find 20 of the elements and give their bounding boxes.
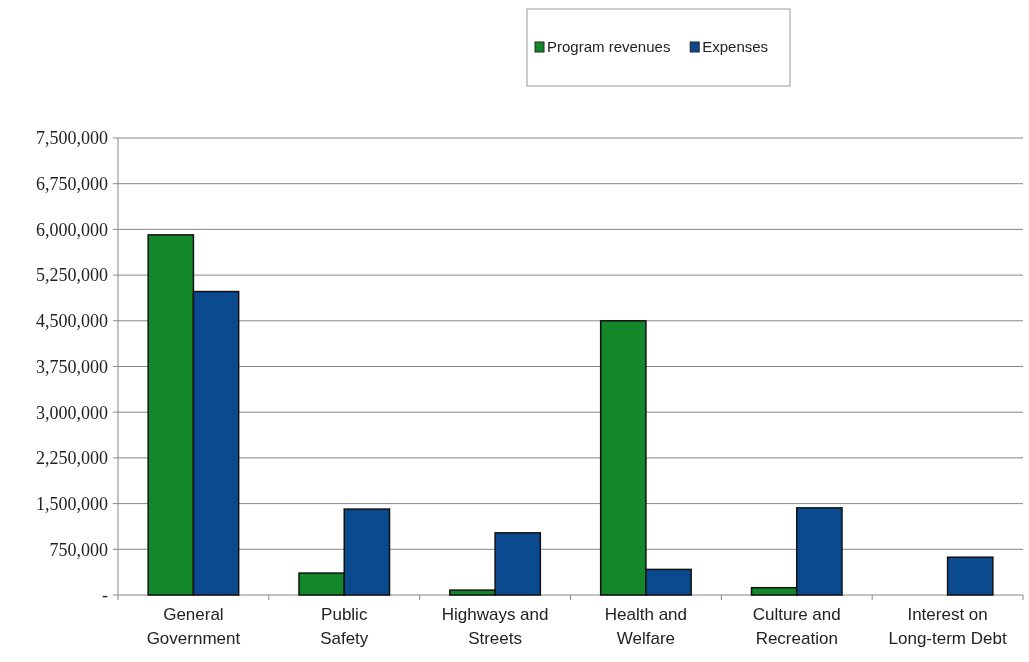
y-tick-label: 3,000,000 [36, 402, 108, 423]
x-tick-label: Culture and Recreation [752, 605, 841, 648]
y-tick-label: - [102, 585, 108, 606]
y-tick-label: 2,250,000 [36, 448, 108, 469]
x-tick-label: Interest on Long-term Debt [888, 605, 1007, 648]
legend-label: Program revenues [547, 38, 671, 55]
y-tick-label: 7,500,000 [36, 128, 108, 149]
y-tick-label: 6,000,000 [36, 219, 108, 240]
x-tick-label: General Government [146, 605, 241, 648]
y-tick-label: 3,750,000 [36, 356, 108, 377]
x-tick-label: Highways and Streets [441, 605, 549, 648]
y-tick-label: 750,000 [49, 539, 108, 560]
x-tick-label: Health and Welfare [604, 605, 688, 648]
y-tick-label: 6,750,000 [36, 174, 108, 194]
y-tick-label: 1,500,000 [36, 493, 108, 514]
bar [946, 556, 994, 596]
legend-label: Expenses [702, 38, 769, 55]
y-tick-label: 4,500,000 [36, 311, 108, 332]
x-tick-label: Public Safety [320, 605, 369, 648]
y-tick-label: 5,250,000 [36, 265, 108, 286]
